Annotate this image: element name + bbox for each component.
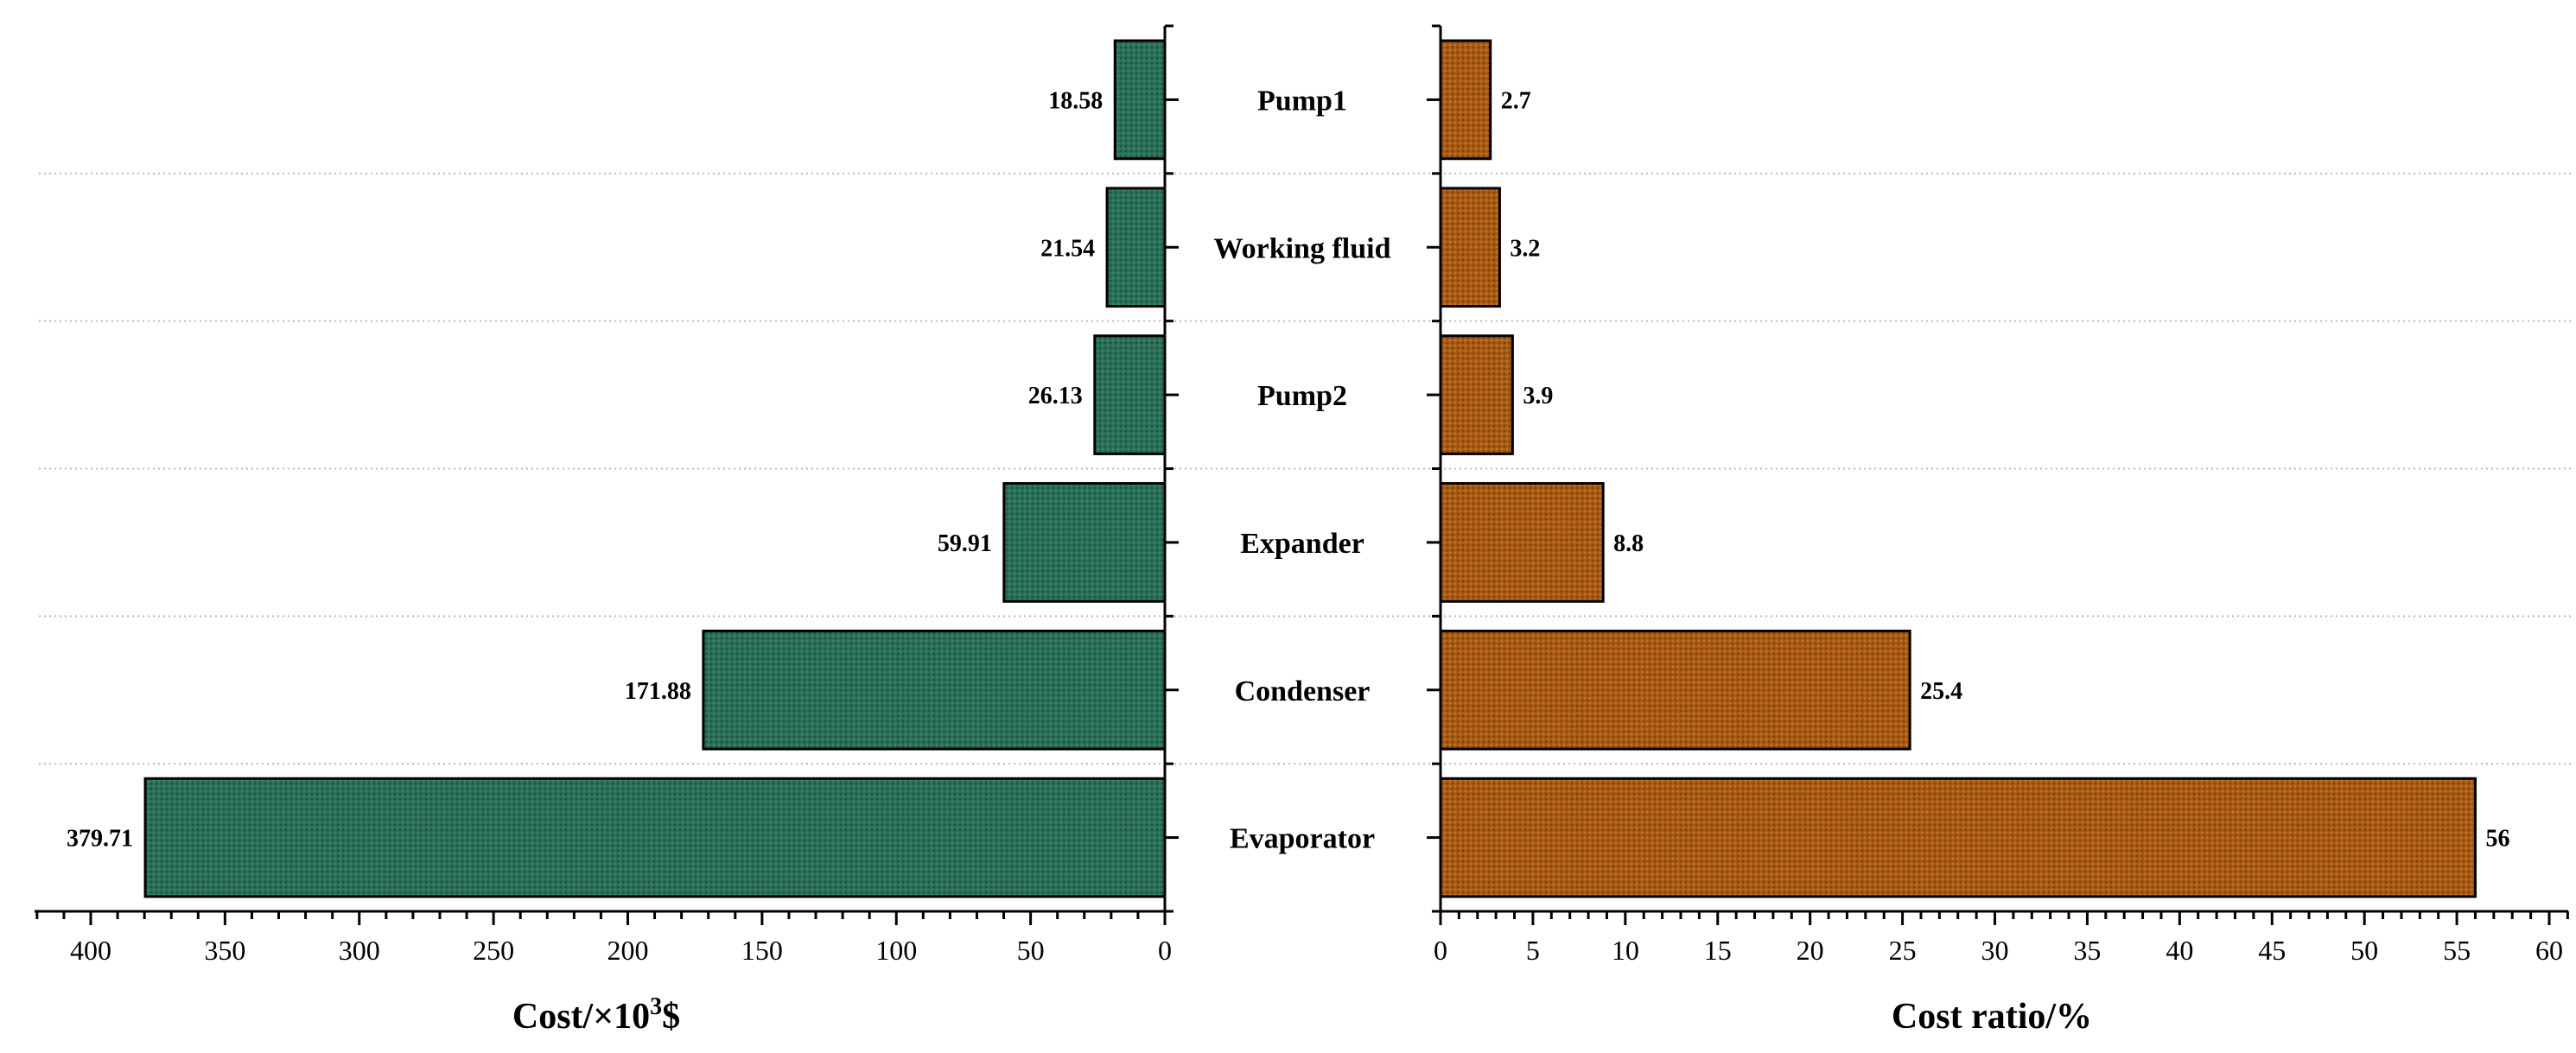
right-tick-label: 55 (2443, 935, 2471, 966)
right-tick-label: 20 (1797, 935, 1824, 966)
ratio-value-label: 3.2 (1510, 235, 1540, 262)
left-cost-panel: 18.58 21.54 26.13 59.91 171.88 379.71 0 50 100 15… (35, 24, 1179, 966)
ratio-value-label: 2.7 (1501, 87, 1531, 114)
ratio-value-label: 25.4 (1920, 678, 1962, 705)
right-tick-label: 10 (1612, 935, 1639, 966)
cost-value-label: 21.54 (1040, 235, 1095, 262)
cost-bar (1002, 482, 1167, 603)
ratio-bar (1439, 777, 2477, 898)
cost-bar (702, 629, 1167, 751)
left-tick-label: 50 (1017, 935, 1045, 966)
ratio-bar (1439, 629, 1911, 751)
category-label: Condenser (1235, 676, 1371, 707)
left-tick-label: 150 (741, 935, 783, 966)
right-tick-label: 5 (1526, 935, 1540, 966)
gridlines (39, 172, 2571, 765)
category-label: Pump1 (1257, 85, 1347, 117)
left-tick-label: 200 (607, 935, 649, 966)
cost-value-label: 18.58 (1048, 87, 1103, 114)
left-tick-label: 250 (473, 935, 514, 966)
cost-bar (143, 777, 1167, 898)
cost-value-label: 379.71 (67, 826, 133, 853)
category-labels: Pump1 Working fluid Pump2 Expander Condenser… (1213, 85, 1390, 854)
cost-bar (1113, 39, 1167, 161)
right-tick-label: 60 (2535, 935, 2563, 966)
right-tick-label: 0 (1434, 935, 1447, 966)
cost-bar (1105, 187, 1167, 308)
left-tick-label: 300 (339, 935, 380, 966)
right-ratio-panel: 2.7 3.2 3.9 8.8 25.4 56 0 5 10 15 20 25 30 35 40 45 50 55… (1427, 24, 2569, 966)
cost-value-label: 26.13 (1028, 383, 1083, 409)
ratio-bar (1439, 334, 1514, 455)
right-tick-label: 45 (2258, 935, 2286, 966)
right-tick-label: 50 (2350, 935, 2378, 966)
right-tick-label: 15 (1704, 935, 1732, 966)
right-tick-label: 25 (1889, 935, 1917, 966)
ratio-bar (1439, 39, 1492, 161)
category-label: Expander (1240, 528, 1364, 560)
cost-value-label: 59.91 (938, 530, 992, 557)
left-tick-label: 100 (875, 935, 917, 966)
left-tick-label: 400 (70, 935, 111, 966)
ratio-value-label: 8.8 (1613, 530, 1644, 557)
category-label: Evaporator (1230, 823, 1375, 855)
right-tick-label: 35 (2073, 935, 2101, 966)
left-tick-label: 350 (204, 935, 245, 966)
cost-value-label: 171.88 (625, 678, 691, 705)
right-tick-label: 40 (2166, 935, 2193, 966)
right-tick-label: 30 (1981, 935, 2009, 966)
left-axis-title: Cost/×103$ (512, 993, 680, 1037)
category-label: Working fluid (1213, 232, 1390, 264)
ratio-value-label: 56 (2485, 826, 2509, 853)
cost-bar (1093, 334, 1167, 455)
ratio-bar (1439, 187, 1501, 308)
right-axis-title: Cost ratio/% (1892, 997, 2092, 1037)
category-label: Pump2 (1257, 380, 1347, 412)
left-tick-label: 0 (1158, 935, 1172, 966)
ratio-value-label: 3.9 (1523, 383, 1553, 409)
ratio-bar (1439, 482, 1605, 603)
